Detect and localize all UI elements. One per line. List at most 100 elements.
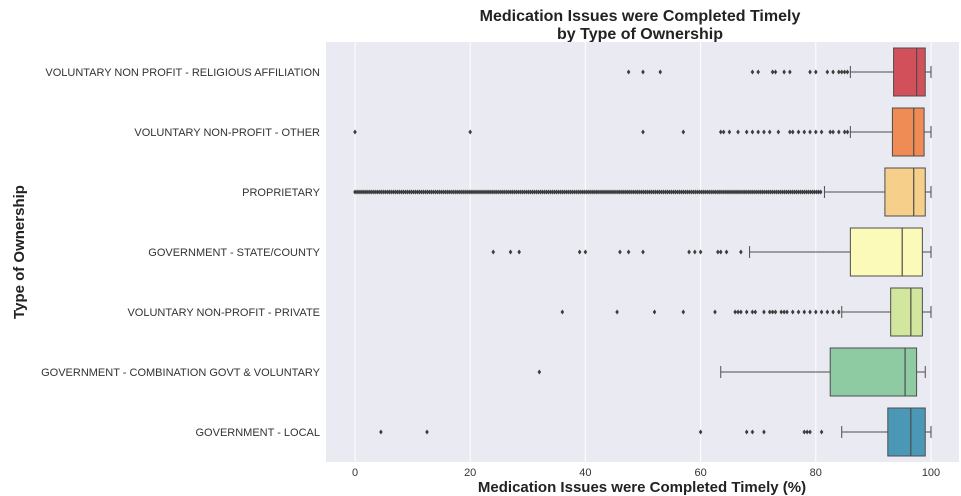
category-label: VOLUNTARY NON-PROFIT - OTHER xyxy=(134,127,320,139)
category-label: GOVERNMENT - STATE/COUNTY xyxy=(148,247,320,259)
outlier-point xyxy=(839,69,844,75)
outlier-point xyxy=(712,189,716,195)
outlier-point xyxy=(808,309,812,315)
category-label: VOLUNTARY NON PROFIT - RELIGIOUS AFFILIA… xyxy=(45,67,320,79)
outlier-point xyxy=(819,129,824,135)
outlier-point xyxy=(371,189,375,195)
outlier-point xyxy=(750,69,755,75)
box-group xyxy=(491,227,932,277)
outlier-point xyxy=(736,309,740,315)
outlier-point xyxy=(750,189,754,195)
outlier-point xyxy=(776,189,781,195)
outlier-point xyxy=(537,369,542,375)
outlier-point xyxy=(760,189,765,195)
outlier-point xyxy=(782,69,786,75)
outlier-point xyxy=(508,189,513,195)
outlier-point xyxy=(627,189,631,195)
outlier-point xyxy=(536,189,541,195)
outlier-point xyxy=(504,189,508,195)
outlier-point xyxy=(744,129,749,135)
outlier-point xyxy=(385,189,390,195)
outlier-point xyxy=(512,189,517,195)
outlier-point xyxy=(784,189,789,195)
outlier-point xyxy=(742,189,746,195)
x-tick-label: 60 xyxy=(694,467,706,479)
outlier-point xyxy=(828,129,832,135)
outlier-point xyxy=(675,189,680,195)
outlier-point xyxy=(589,189,593,195)
outlier-point xyxy=(494,189,498,195)
outlier-point xyxy=(502,189,506,195)
outlier-point xyxy=(744,309,749,315)
outlier-point xyxy=(776,129,781,135)
outlier-point xyxy=(458,189,462,195)
outlier-point xyxy=(464,189,468,195)
outlier-point xyxy=(802,429,807,435)
outlier-point xyxy=(429,189,434,195)
outlier-point xyxy=(607,189,611,195)
outlier-point xyxy=(641,129,645,135)
outlier-point xyxy=(546,189,551,195)
outlier-point xyxy=(618,249,622,255)
outlier-point xyxy=(750,129,755,135)
iqr-box xyxy=(829,347,918,397)
outlier-point xyxy=(585,189,589,195)
outlier-point xyxy=(770,189,775,195)
outlier-point xyxy=(739,309,743,315)
outlier-point xyxy=(456,189,460,195)
outlier-point xyxy=(814,69,818,75)
outlier-point xyxy=(756,129,760,135)
outlier-point xyxy=(488,189,492,195)
outlier-point xyxy=(359,189,363,195)
outlier-point xyxy=(773,309,778,315)
outlier-point xyxy=(577,249,582,255)
outlier-point xyxy=(816,189,821,195)
outlier-point xyxy=(583,249,588,255)
outlier-point xyxy=(626,249,631,255)
outlier-point xyxy=(613,189,617,195)
iqr-box xyxy=(893,47,926,97)
outlier-point xyxy=(353,189,357,195)
box-series xyxy=(353,47,932,457)
outlier-point xyxy=(661,189,666,195)
outlier-point xyxy=(542,189,547,195)
outlier-point xyxy=(433,189,438,195)
iqr-box xyxy=(890,287,923,337)
outlier-point xyxy=(353,129,357,135)
outlier-point xyxy=(762,309,766,315)
outlier-point xyxy=(568,189,573,195)
outlier-point xyxy=(649,189,654,195)
outlier-point xyxy=(756,189,760,195)
outlier-point xyxy=(451,189,456,195)
outlier-point xyxy=(703,189,708,195)
category-label: PROPRIETARY xyxy=(242,187,320,199)
outlier-point xyxy=(718,129,723,135)
box-group xyxy=(560,287,932,337)
outlier-point xyxy=(361,189,365,195)
outlier-point xyxy=(720,189,724,195)
outlier-point xyxy=(556,189,561,195)
outlier-point xyxy=(431,189,436,195)
outlier-point xyxy=(357,189,361,195)
outlier-point xyxy=(802,189,807,195)
x-tick-label: 100 xyxy=(922,467,940,479)
outlier-point xyxy=(767,309,772,315)
outlier-point xyxy=(550,189,555,195)
outlier-point xyxy=(740,189,744,195)
outlier-point xyxy=(415,189,420,195)
outlier-point xyxy=(597,189,601,195)
outlier-point xyxy=(845,129,850,135)
outlier-point xyxy=(460,189,464,195)
outlier-point xyxy=(530,189,535,195)
category-labels: VOLUNTARY NON PROFIT - RELIGIOUS AFFILIA… xyxy=(41,67,321,439)
outlier-point xyxy=(699,189,704,195)
outlier-point xyxy=(679,189,684,195)
outlier-point xyxy=(728,189,732,195)
outlier-point xyxy=(367,189,371,195)
outlier-point xyxy=(510,189,515,195)
outlier-point xyxy=(814,189,819,195)
outlier-point xyxy=(766,189,771,195)
outlier-point xyxy=(508,249,513,255)
outlier-point xyxy=(601,189,605,195)
outlier-point xyxy=(716,189,720,195)
